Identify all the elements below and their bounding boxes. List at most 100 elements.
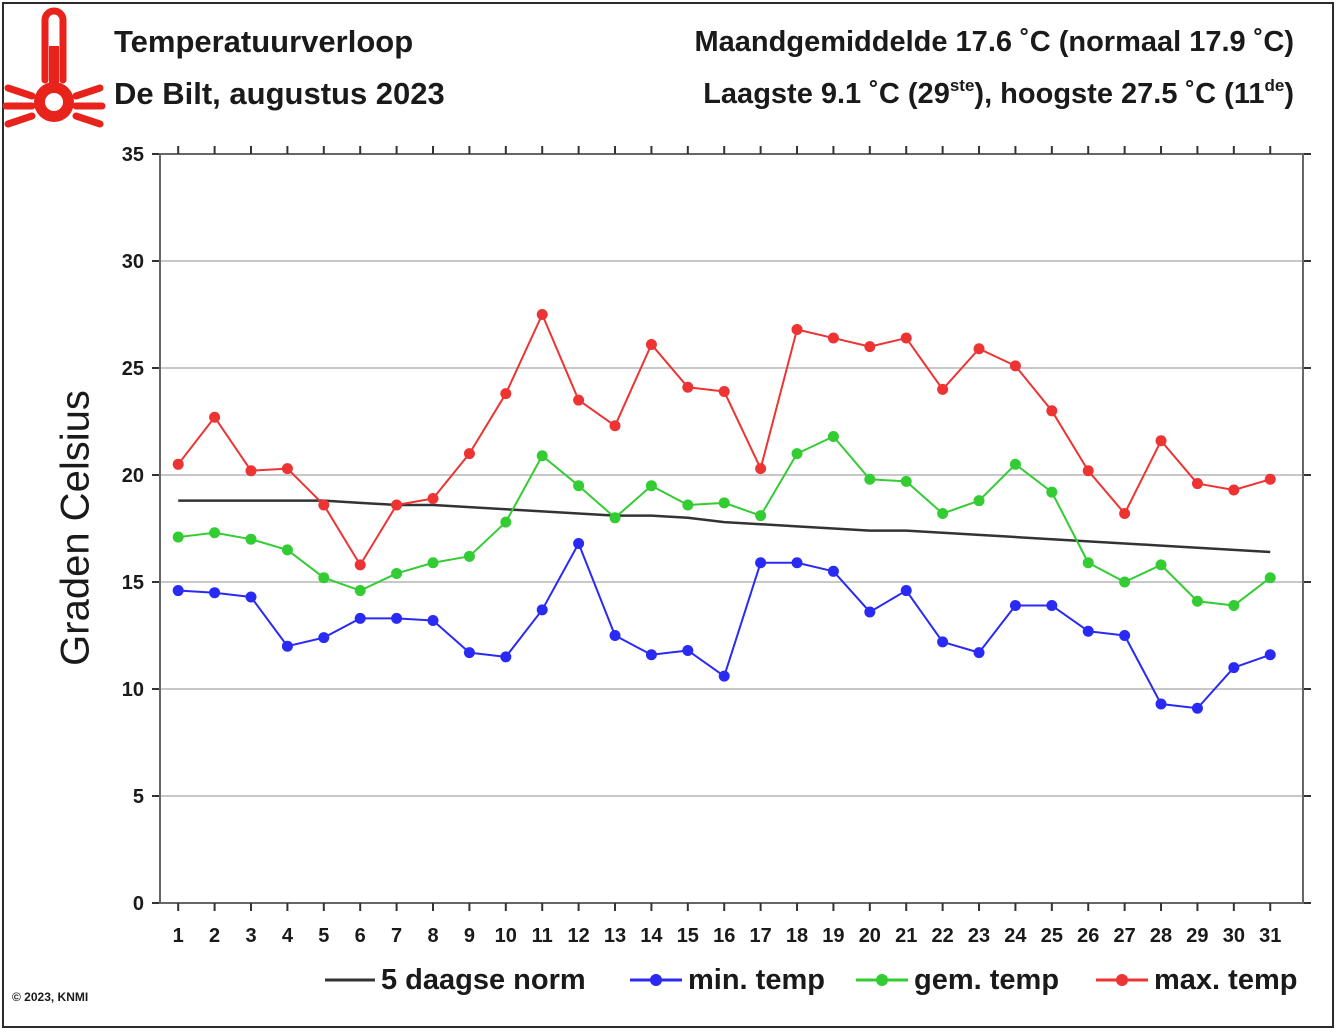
point-min-day-19 — [827, 565, 839, 577]
point-min-day-2 — [209, 587, 221, 599]
point-mean-day-9 — [463, 550, 475, 562]
x-tick-label-29: 29 — [1186, 925, 1208, 947]
point-min-day-13 — [609, 630, 621, 641]
point-min-day-4 — [281, 640, 293, 652]
x-tick-label-9: 9 — [464, 925, 475, 947]
legend-mean-label: gem. temp — [914, 963, 1060, 996]
point-max-day-19 — [827, 332, 839, 344]
y-tick-label-25: 25 — [122, 358, 144, 380]
legend-norm: 5 daagse norm — [325, 960, 586, 1000]
x-tick-label-21: 21 — [895, 925, 917, 947]
point-max-day-18 — [791, 323, 803, 335]
point-max-day-8 — [427, 493, 439, 505]
point-mean-day-10 — [500, 516, 512, 528]
point-max-day-15 — [682, 381, 694, 393]
point-mean-day-13 — [609, 512, 621, 524]
point-mean-day-21 — [900, 475, 912, 487]
point-min-day-14 — [645, 649, 657, 661]
legend-norm-swatch — [325, 978, 375, 982]
x-tick-label-11: 11 — [532, 925, 553, 947]
plot-area — [159, 153, 1304, 904]
x-tick-label-7: 7 — [391, 925, 402, 947]
x-tick-label-28: 28 — [1150, 925, 1172, 947]
point-mean-day-5 — [318, 572, 330, 584]
point-max-day-1 — [172, 458, 184, 470]
y-tick-label-15: 15 — [122, 572, 144, 594]
point-min-day-12 — [573, 537, 585, 549]
legend-min: min. temp — [630, 960, 825, 1000]
point-min-day-9 — [463, 647, 475, 659]
point-max-day-4 — [281, 463, 293, 475]
x-tick-label-24: 24 — [1004, 925, 1027, 947]
point-min-day-10 — [500, 651, 512, 663]
x-tick-label-1: 1 — [173, 925, 184, 947]
y-tick-label-20: 20 — [122, 465, 144, 487]
point-max-day-9 — [463, 448, 475, 460]
point-mean-day-15 — [682, 499, 694, 511]
point-mean-day-29 — [1191, 595, 1203, 607]
point-mean-day-4 — [281, 544, 293, 556]
point-min-day-5 — [318, 632, 330, 644]
point-max-day-16 — [718, 386, 730, 398]
point-mean-day-17 — [755, 510, 767, 522]
x-tick-label-22: 22 — [932, 925, 954, 947]
point-max-day-30 — [1228, 484, 1240, 496]
point-min-day-16 — [718, 670, 730, 682]
x-tick-label-2: 2 — [209, 925, 220, 947]
point-min-day-30 — [1228, 662, 1240, 674]
legend-norm-label: 5 daagse norm — [381, 963, 586, 996]
point-max-day-20 — [864, 341, 876, 353]
x-tick-label-8: 8 — [427, 925, 438, 947]
x-tick-label-27: 27 — [1114, 925, 1136, 947]
point-max-day-24 — [1009, 360, 1021, 372]
x-tick-label-3: 3 — [245, 925, 256, 947]
point-mean-day-8 — [427, 557, 439, 569]
point-min-day-17 — [755, 557, 767, 569]
point-max-day-7 — [391, 499, 403, 511]
point-max-day-6 — [354, 559, 366, 571]
chart-title: Temperatuurverloop — [114, 24, 414, 59]
point-min-day-22 — [937, 636, 949, 648]
point-min-day-21 — [900, 585, 912, 597]
point-max-day-26 — [1082, 465, 1094, 477]
point-min-day-31 — [1264, 649, 1276, 661]
point-min-day-29 — [1191, 702, 1203, 714]
point-mean-day-31 — [1264, 572, 1276, 584]
point-min-day-24 — [1009, 600, 1021, 612]
point-min-day-1 — [172, 585, 184, 597]
point-max-day-5 — [318, 499, 330, 511]
point-max-day-10 — [500, 388, 512, 400]
point-min-day-25 — [1046, 600, 1058, 612]
point-min-day-28 — [1155, 698, 1167, 710]
x-tick-label-10: 10 — [495, 925, 517, 947]
point-min-day-3 — [245, 591, 257, 603]
x-tick-label-15: 15 — [677, 925, 699, 947]
point-mean-day-7 — [391, 567, 403, 579]
point-mean-day-24 — [1009, 458, 1021, 470]
y-tick-label-5: 5 — [133, 786, 144, 808]
point-mean-day-27 — [1119, 576, 1131, 588]
point-mean-day-30 — [1228, 600, 1240, 612]
point-min-day-20 — [864, 606, 876, 618]
chart-subtitle: De Bilt, augustus 2023 — [114, 76, 445, 111]
point-mean-day-2 — [209, 527, 221, 539]
x-tick-label-17: 17 — [749, 925, 771, 947]
legend-min-label: min. temp — [688, 963, 825, 996]
point-mean-day-22 — [937, 508, 949, 520]
thermometer-icon — [2, 7, 106, 128]
legend-mean: gem. temp — [856, 960, 1059, 1000]
point-mean-day-12 — [573, 480, 585, 492]
point-mean-day-26 — [1082, 557, 1094, 569]
y-tick-label-35: 35 — [122, 144, 144, 166]
point-mean-day-11 — [536, 450, 548, 462]
point-mean-day-20 — [864, 473, 876, 485]
point-min-day-6 — [354, 612, 366, 624]
point-min-day-18 — [791, 557, 803, 569]
x-tick-label-6: 6 — [355, 925, 366, 947]
x-tick-label-14: 14 — [640, 925, 663, 947]
point-max-day-28 — [1155, 435, 1167, 447]
point-mean-day-19 — [827, 430, 839, 442]
legend-mean-swatch — [856, 974, 908, 986]
point-min-day-27 — [1119, 630, 1131, 641]
